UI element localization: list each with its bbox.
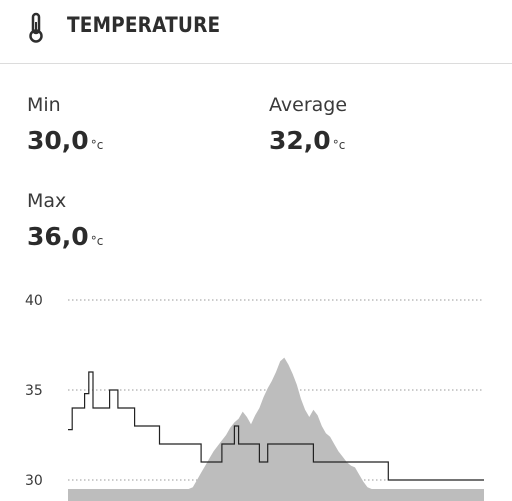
stat-average: Average 32,0 °c [269, 94, 347, 155]
stat-min-unit: °c [90, 138, 104, 152]
series-area [68, 357, 484, 501]
stat-max-label: Max [27, 190, 67, 212]
stat-max-number: 36,0 [27, 222, 89, 251]
stat-min-number: 30,0 [27, 126, 89, 155]
stat-min: Min 30,0 °c [27, 94, 103, 155]
stat-average-value: 32,0 °c [269, 126, 347, 155]
stat-max: Max 36,0 °c [27, 190, 103, 251]
series-line [68, 371, 484, 481]
y-tick-label-40: 40 [25, 293, 43, 309]
stat-min-value: 30,0 °c [27, 126, 103, 155]
stat-max-unit: °c [90, 234, 104, 248]
y-tick-label-30: 30 [25, 473, 43, 489]
thermometer-icon [26, 12, 46, 44]
stat-average-unit: °c [332, 138, 346, 152]
stat-max-value: 36,0 °c [27, 222, 103, 251]
page-title: TEMPERATURE [67, 13, 221, 37]
temperature-chart: 40 35 30 [25, 293, 484, 501]
y-tick-label-35: 35 [25, 383, 43, 399]
panel-header: TEMPERATURE [0, 0, 512, 64]
stat-min-label: Min [27, 94, 61, 116]
stat-average-label: Average [269, 94, 348, 116]
stat-average-number: 32,0 [269, 126, 331, 155]
